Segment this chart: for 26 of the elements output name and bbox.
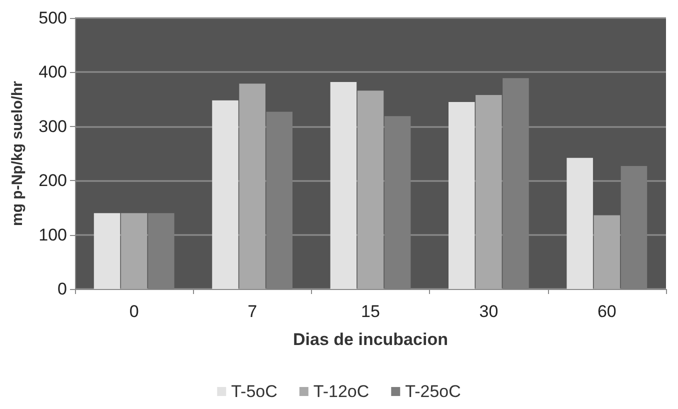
x-tick-label: 60 <box>597 302 616 321</box>
legend-label: T-12oC <box>313 382 370 401</box>
y-tick-label: 200 <box>38 171 67 190</box>
bar <box>212 100 238 289</box>
bar <box>476 94 502 289</box>
bar <box>94 213 120 289</box>
bar <box>357 90 384 289</box>
x-tick-label: 30 <box>479 302 498 321</box>
x-tick-label: 0 <box>129 302 139 321</box>
y-tick-label: 300 <box>38 116 67 136</box>
bar <box>120 213 148 289</box>
legend-label: T-5oC <box>231 382 278 401</box>
y-tick-label: 400 <box>38 62 67 82</box>
y-tick-label: 0 <box>58 280 67 298</box>
y-tick-label: 500 <box>38 8 67 28</box>
legend-label: T-25oC <box>405 382 461 401</box>
bar <box>239 84 266 289</box>
y-axis-title: mg p-Np/kg suelo/hr <box>9 80 26 226</box>
x-tick-label: 7 <box>248 302 258 321</box>
bar <box>566 158 593 289</box>
bar <box>330 82 357 289</box>
x-axis-title: Dias de incubacion <box>293 330 448 349</box>
bar <box>448 102 475 289</box>
bar <box>594 215 620 289</box>
y-tick-label: 100 <box>38 225 67 244</box>
x-tick-label: 15 <box>361 302 380 321</box>
